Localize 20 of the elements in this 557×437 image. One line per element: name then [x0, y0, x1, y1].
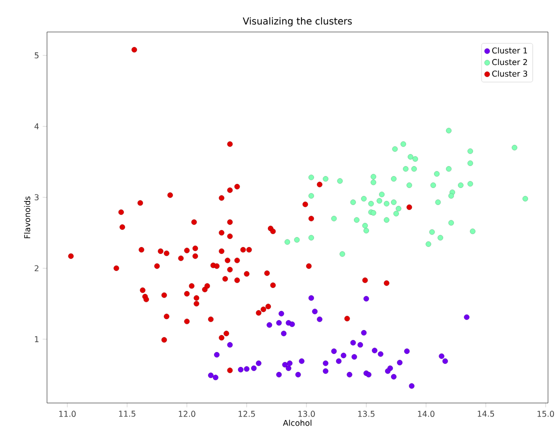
legend-label: Cluster 1 — [492, 47, 528, 54]
legend-label: Cluster 2 — [492, 58, 527, 66]
x-tick-label: 12.5 — [238, 410, 255, 417]
y-tick-label: 3 — [34, 194, 39, 200]
x-tick-label: 13.0 — [298, 410, 315, 417]
y-axis-title: Flavonoids — [24, 196, 30, 238]
y-tick-label: 1 — [34, 336, 38, 342]
x-axis-title: Alcohol — [282, 420, 312, 426]
legend-label: Cluster 3 — [492, 70, 528, 77]
x-tick-label: 11.5 — [119, 410, 136, 417]
x-tick-label: 13.5 — [358, 410, 374, 417]
y-tick-label: 5 — [34, 52, 38, 58]
y-tick-label: 2 — [34, 265, 38, 272]
x-tick-label: 14.5 — [478, 410, 494, 417]
x-tick-label: 11.0 — [59, 410, 76, 417]
x-tick-label: 15.0 — [538, 410, 554, 417]
y-tick-label: 4 — [34, 123, 39, 130]
chart-title: Visualizing the clusters — [242, 17, 352, 26]
x-tick-label: 12.0 — [178, 410, 196, 417]
x-tick-label: 14.0 — [418, 410, 434, 417]
